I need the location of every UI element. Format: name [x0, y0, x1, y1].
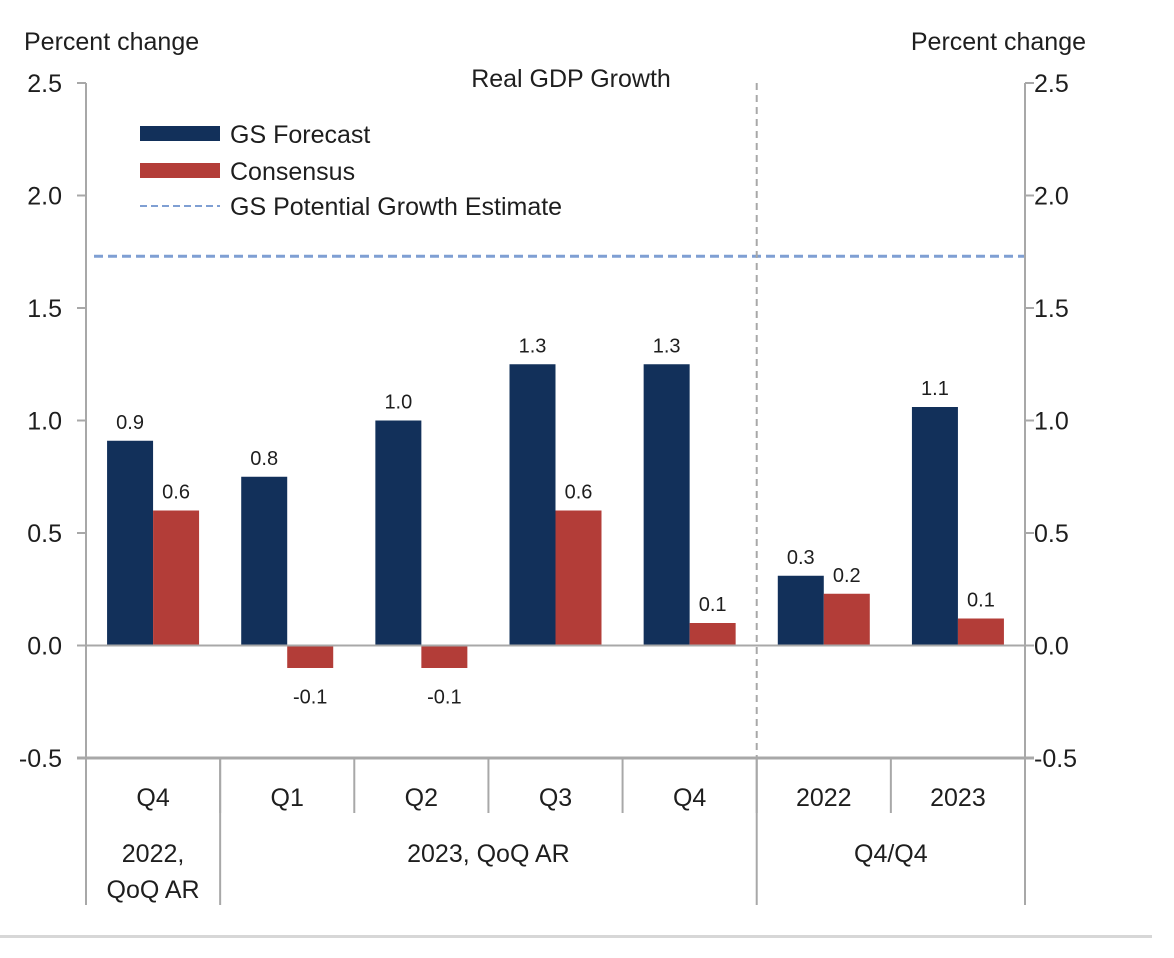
- consensus-bar: [421, 645, 468, 668]
- consensus-value-label: -0.1: [427, 687, 461, 709]
- category-label: Q1: [271, 784, 304, 812]
- y-tick-label-right: 0.0: [1034, 633, 1069, 661]
- gs-forecast-bar: [375, 420, 422, 646]
- consensus-bar: [957, 618, 1004, 646]
- chart-title: Real GDP Growth: [471, 65, 671, 93]
- legend-swatch-gs-forecast: [140, 126, 220, 141]
- gs-forecast-value-label: 0.8: [250, 448, 278, 470]
- y-axis-label-right: Percent change: [911, 28, 1086, 56]
- y-tick-label-right: -0.5: [1034, 745, 1077, 773]
- consensus-value-label: 0.6: [565, 482, 593, 504]
- y-tick-label-left: 2.0: [27, 183, 62, 211]
- category-label: 2023: [930, 784, 986, 812]
- consensus-value-label: 0.1: [967, 590, 995, 612]
- category-label: Q2: [405, 784, 438, 812]
- y-tick-label-left: 1.5: [27, 295, 62, 323]
- consensus-value-label: 0.6: [162, 482, 190, 504]
- y-tick-label-right: 2.5: [1034, 70, 1069, 98]
- consensus-bar: [287, 645, 334, 668]
- y-tick-label-left: -0.5: [19, 745, 62, 773]
- gs-forecast-bar: [777, 575, 824, 646]
- gs-forecast-value-label: 0.3: [787, 547, 815, 569]
- axis-layer: 2.5 2.5 2.0 2.0 1.5 1.5 1.0 1.0 0.5 0.5 0.0 0.0 -0.5…: [19, 70, 1077, 905]
- bar-layer: [107, 364, 1004, 668]
- gs-forecast-value-label: 0.9: [116, 412, 144, 434]
- y-tick-label-right: 2.0: [1034, 183, 1069, 211]
- footer-divider: [0, 935, 1152, 938]
- group-label: QoQ AR: [107, 876, 200, 904]
- legend-label-potential-growth: GS Potential Growth Estimate: [230, 193, 562, 221]
- gs-forecast-bar: [107, 440, 154, 646]
- gs-forecast-bar: [911, 407, 958, 646]
- consensus-bar: [689, 623, 736, 646]
- gs-forecast-value-label: 1.0: [384, 392, 412, 414]
- y-tick-label-left: 2.5: [27, 70, 62, 98]
- category-label: Q3: [539, 784, 572, 812]
- legend: GS Forecast Consensus GS Potential Growth …: [140, 121, 562, 221]
- category-axis-layer: Q4 Q1 Q2 Q3 Q4 2022 2023 2022, QoQ AR 2023, QoQ A…: [107, 758, 986, 905]
- y-tick-label-left: 0.0: [27, 633, 62, 661]
- category-label: 2022: [796, 784, 852, 812]
- gs-forecast-bar: [509, 364, 556, 646]
- legend-swatch-consensus: [140, 163, 220, 178]
- y-tick-label-left: 0.5: [27, 520, 62, 548]
- group-label: 2023, QoQ AR: [407, 840, 570, 868]
- data-label-layer: 0.9 0.6 0.8 -0.1 1.0 -0.1 1.3 0.6 1.3 0.1 0.3 0.2 1.…: [116, 335, 995, 708]
- consensus-value-label: 0.1: [699, 594, 727, 616]
- consensus-bar: [555, 510, 602, 646]
- gs-forecast-bar: [241, 476, 288, 646]
- gs-forecast-value-label: 1.3: [519, 335, 547, 357]
- y-tick-label-right: 1.0: [1034, 408, 1069, 436]
- gs-forecast-bar: [643, 364, 690, 646]
- y-axis-label-left: Percent change: [24, 28, 199, 56]
- y-tick-label-left: 1.0: [27, 408, 62, 436]
- legend-label-gs-forecast: GS Forecast: [230, 121, 370, 149]
- gs-forecast-value-label: 1.3: [653, 335, 681, 357]
- group-label: Q4/Q4: [854, 840, 928, 868]
- category-label: Q4: [673, 784, 706, 812]
- reference-line-layer: [94, 83, 1025, 758]
- y-tick-label-right: 1.5: [1034, 295, 1069, 323]
- consensus-bar: [153, 510, 200, 646]
- group-label: 2022,: [122, 840, 185, 868]
- consensus-value-label: -0.1: [293, 687, 327, 709]
- category-label: Q4: [136, 784, 169, 812]
- legend-label-consensus: Consensus: [230, 158, 355, 186]
- consensus-bar: [823, 593, 870, 646]
- gs-forecast-value-label: 1.1: [921, 378, 949, 400]
- y-tick-label-right: 0.5: [1034, 520, 1069, 548]
- consensus-value-label: 0.2: [833, 565, 861, 587]
